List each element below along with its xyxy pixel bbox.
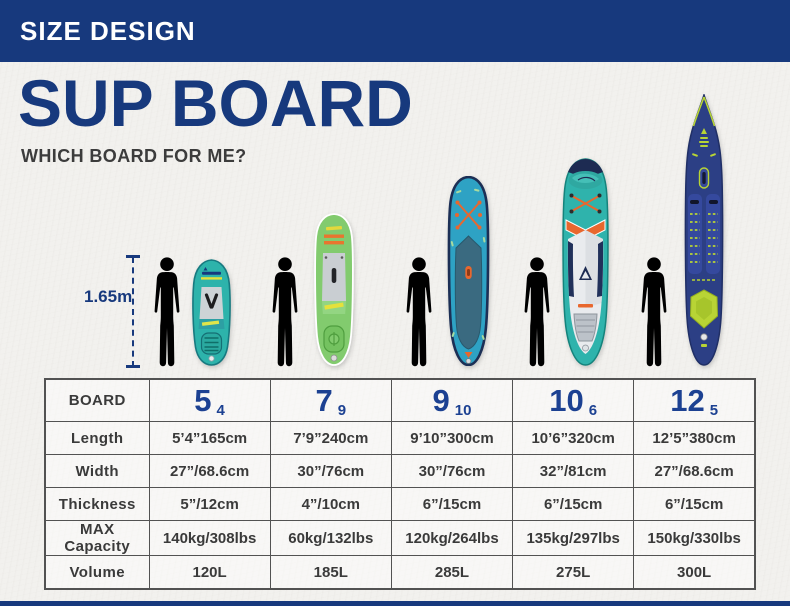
board-image-9-10 <box>447 176 490 366</box>
capacity-cell: 60kg/132lbs <box>269 520 392 556</box>
human-silhouette <box>150 257 184 367</box>
row-label-length: Length <box>44 421 150 455</box>
human-silhouette <box>637 257 671 367</box>
volume-cell: 300L <box>633 555 756 590</box>
height-measure-line <box>132 257 134 367</box>
header-bar: SIZE DESIGN <box>0 0 790 62</box>
width-cell: 27”/68.6cm <box>633 454 756 488</box>
board-image-5-4 <box>192 259 231 366</box>
measure-cap-top <box>126 255 140 258</box>
length-cell: 12’5”380cm <box>633 421 756 455</box>
board-corner-label: BOARD <box>44 378 150 422</box>
length-cell: 7’9”240cm <box>269 421 392 455</box>
height-measure-label: 1.65m <box>84 287 133 306</box>
thickness-cell: 4”/10cm <box>269 487 392 521</box>
table-row-volume: Volume 120L 185L 285L 275L 300L <box>44 555 756 590</box>
row-label-thickness: Thickness <box>44 487 150 521</box>
row-label-max-capacity: MAX Capacity <box>44 520 150 556</box>
footer-bar <box>0 601 790 606</box>
thickness-cell: 6”/15cm <box>633 487 756 521</box>
thickness-cell: 5”/12cm <box>148 487 271 521</box>
width-cell: 30”/76cm <box>269 454 392 488</box>
length-cell: 5’4”165cm <box>148 421 271 455</box>
capacity-cell: 120kg/264lbs <box>390 520 514 556</box>
length-cell: 10’6”320cm <box>512 421 635 455</box>
human-silhouette <box>402 257 436 367</box>
board-image-7-9 <box>314 213 354 366</box>
row-label-width: Width <box>44 454 150 488</box>
thickness-cell: 6”/15cm <box>390 487 514 521</box>
board-image-12-5 <box>684 94 724 366</box>
human-silhouette <box>520 257 554 367</box>
table-row-width: Width 27”/68.6cm 30”/76cm 30”/76cm 32”/8… <box>44 454 756 488</box>
thickness-cell: 6”/15cm <box>512 487 635 521</box>
volume-cell: 120L <box>148 555 271 590</box>
board-image-10-6 <box>562 158 609 366</box>
row-label-volume: Volume <box>44 555 150 590</box>
table-row-length: Length 5’4”165cm 7’9”240cm 9’10”300cm 10… <box>44 421 756 455</box>
length-cell: 9’10”300cm <box>390 421 514 455</box>
width-cell: 30”/76cm <box>390 454 514 488</box>
volume-cell: 285L <box>390 555 514 590</box>
size-cell: 10 6 <box>512 378 635 422</box>
size-cell: 9 10 <box>390 378 514 422</box>
size-cell: 12 5 <box>633 378 756 422</box>
page-subtitle: WHICH BOARD FOR ME? <box>21 146 247 166</box>
table-row-max-capacity: MAX Capacity 140kg/308lbs 60kg/132lbs 12… <box>44 520 756 556</box>
measure-cap-bottom <box>126 365 140 368</box>
capacity-cell: 150kg/330lbs <box>633 520 756 556</box>
page-title: SUP BOARD <box>18 66 413 140</box>
width-cell: 27”/68.6cm <box>148 454 271 488</box>
table-row-thickness: Thickness 5”/12cm 4”/10cm 6”/15cm 6”/15c… <box>44 487 756 521</box>
section-title: SIZE DESIGN <box>20 15 196 46</box>
capacity-cell: 140kg/308lbs <box>148 520 271 556</box>
capacity-cell: 135kg/297lbs <box>512 520 635 556</box>
volume-cell: 275L <box>512 555 635 590</box>
volume-cell: 185L <box>269 555 392 590</box>
human-silhouette <box>268 257 302 367</box>
width-cell: 32”/81cm <box>512 454 635 488</box>
